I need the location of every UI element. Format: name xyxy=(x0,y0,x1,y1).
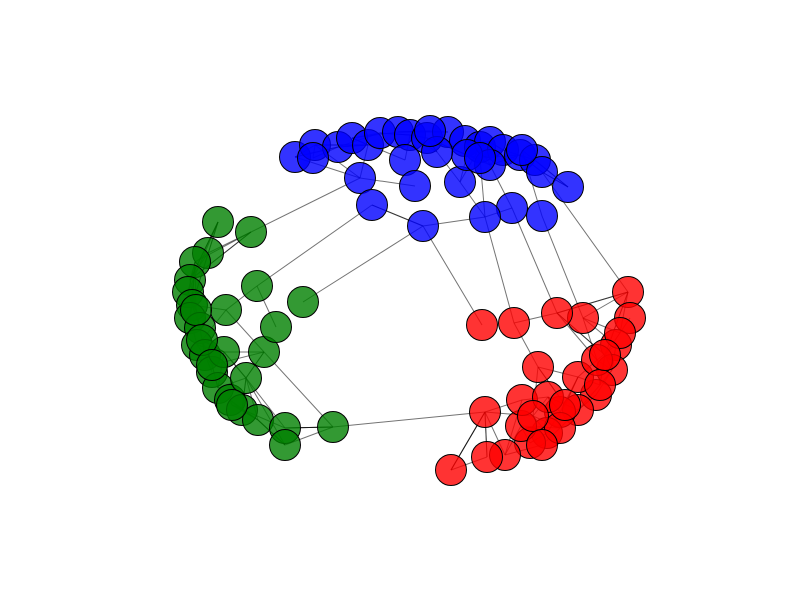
blue-node xyxy=(407,210,439,242)
blue-node xyxy=(356,189,388,221)
red-node xyxy=(517,400,549,432)
green-node xyxy=(287,286,319,318)
green-node xyxy=(317,411,349,443)
red-node xyxy=(498,307,530,339)
inter-cluster-edge xyxy=(250,177,361,233)
green-node xyxy=(196,349,228,381)
inter-cluster-edge xyxy=(484,216,515,324)
red-node xyxy=(469,396,501,428)
red-node xyxy=(466,309,498,341)
red-node xyxy=(522,351,554,383)
green-node xyxy=(269,429,301,461)
green-node xyxy=(235,216,267,248)
inter-cluster-edge xyxy=(541,215,584,319)
red-node xyxy=(549,389,581,421)
green-node xyxy=(260,311,292,343)
inter-cluster-edge xyxy=(332,411,486,428)
blue-node xyxy=(464,142,496,174)
inter-cluster-edge xyxy=(511,207,558,314)
blue-node xyxy=(344,162,376,194)
green-node xyxy=(210,294,242,326)
green-node xyxy=(241,270,273,302)
inter-cluster-edge xyxy=(256,204,373,287)
green-node xyxy=(216,389,248,421)
red-node xyxy=(471,441,503,473)
blue-node xyxy=(526,200,558,232)
inter-cluster-edge xyxy=(302,225,424,303)
blue-node xyxy=(399,170,431,202)
red-node xyxy=(541,297,573,329)
node-layer xyxy=(172,115,646,486)
red-node xyxy=(589,339,621,371)
green-node xyxy=(202,206,234,238)
blue-node xyxy=(444,166,476,198)
blue-node xyxy=(414,115,446,147)
blue-node xyxy=(506,134,538,166)
red-node xyxy=(526,429,558,461)
red-node xyxy=(584,369,616,401)
blue-node xyxy=(496,192,528,224)
green-node xyxy=(180,294,212,326)
blue-node xyxy=(552,171,584,203)
blue-node xyxy=(526,156,558,188)
red-node xyxy=(435,454,467,486)
inter-cluster-edge xyxy=(422,225,483,326)
blue-node xyxy=(469,201,501,233)
green-edge xyxy=(263,351,334,428)
blue-node xyxy=(297,142,329,174)
green-node xyxy=(230,362,262,394)
